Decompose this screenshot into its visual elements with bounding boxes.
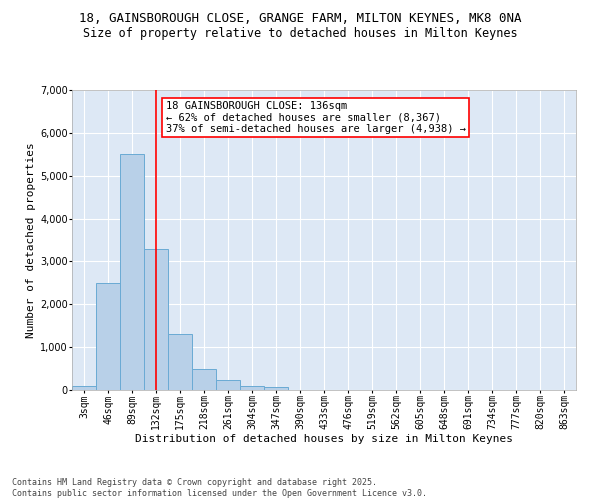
Text: 18, GAINSBOROUGH CLOSE, GRANGE FARM, MILTON KEYNES, MK8 0NA: 18, GAINSBOROUGH CLOSE, GRANGE FARM, MIL… — [79, 12, 521, 26]
Bar — [96, 283, 120, 390]
Bar — [120, 154, 144, 390]
Bar — [216, 380, 240, 390]
Bar — [240, 386, 264, 390]
Bar — [144, 248, 168, 390]
Bar — [192, 368, 216, 390]
Text: 18 GAINSBOROUGH CLOSE: 136sqm
← 62% of detached houses are smaller (8,367)
37% o: 18 GAINSBOROUGH CLOSE: 136sqm ← 62% of d… — [166, 100, 466, 134]
Text: Size of property relative to detached houses in Milton Keynes: Size of property relative to detached ho… — [83, 28, 517, 40]
Bar — [168, 334, 192, 390]
Y-axis label: Number of detached properties: Number of detached properties — [26, 142, 36, 338]
Bar — [264, 388, 288, 390]
Bar — [72, 386, 96, 390]
X-axis label: Distribution of detached houses by size in Milton Keynes: Distribution of detached houses by size … — [135, 434, 513, 444]
Text: Contains HM Land Registry data © Crown copyright and database right 2025.
Contai: Contains HM Land Registry data © Crown c… — [12, 478, 427, 498]
